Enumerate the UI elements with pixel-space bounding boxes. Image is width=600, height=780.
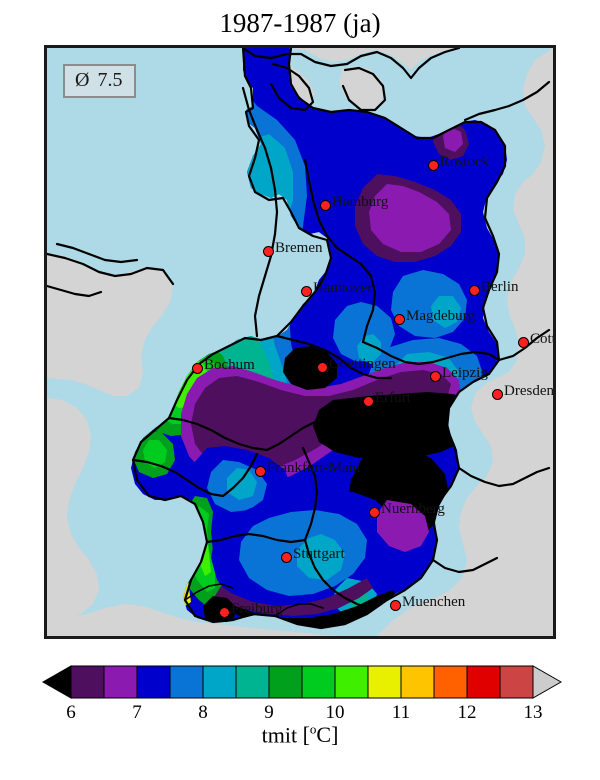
colorbar-band (433, 665, 468, 699)
colorbar-tick-labels: 6 7 8 9 10 11 12 13 (66, 702, 542, 722)
mean-value: 7.5 (97, 69, 123, 91)
colorbar-variable: tmit (261, 722, 298, 748)
colorbar-band (400, 665, 435, 699)
colorbar-tick-label: 6 (66, 702, 76, 722)
colorbar-band (367, 665, 402, 699)
temperature-map (47, 48, 553, 636)
colorbar-tick-label: 13 (524, 702, 543, 722)
mean-annotation-box: Ø 7.5 (63, 64, 137, 98)
colorbar-over-arrow (532, 665, 563, 699)
page-title: 1987-1987 (ja) (219, 8, 381, 38)
colorbar-band (466, 665, 501, 699)
colorbar-tick-label: 9 (264, 702, 274, 722)
degree-icon: o (309, 722, 317, 737)
colorbar-under-arrow (41, 665, 72, 699)
colorbar-tick-label: 11 (392, 702, 410, 722)
colorbar-band (169, 665, 204, 699)
colorbar-band (70, 665, 105, 699)
colorbar-band (301, 665, 336, 699)
colorbar-title: tmit [oC] (0, 722, 600, 748)
colorbar-band (235, 665, 270, 699)
borders-and-coastlines (47, 48, 551, 630)
mean-symbol: Ø (75, 69, 90, 91)
colorbar-band (334, 665, 369, 699)
colorbar-band (103, 665, 138, 699)
colorbar-tick-label: 7 (132, 702, 142, 722)
colorbar-band (268, 665, 303, 699)
colorbar: 6 7 8 9 10 11 12 13 tmit [oC] (0, 660, 600, 780)
colorbar-svg: 6 7 8 9 10 11 12 13 (41, 665, 563, 722)
colorbar-band (202, 665, 237, 699)
colorbar-band (136, 665, 171, 699)
colorbar-tick-label: 12 (458, 702, 477, 722)
colorbar-tick-label: 10 (326, 702, 345, 722)
neighbor-landmass (47, 48, 553, 636)
colorbar-units-bracket: [oC] (302, 722, 339, 748)
map-panel: Ø 7.5 Rostock Hamburg Bremen Hannover Berlin M… (44, 45, 556, 639)
colorbar-bands (41, 665, 563, 699)
colorbar-tick-label: 8 (198, 702, 208, 722)
colorbar-band (499, 665, 534, 699)
